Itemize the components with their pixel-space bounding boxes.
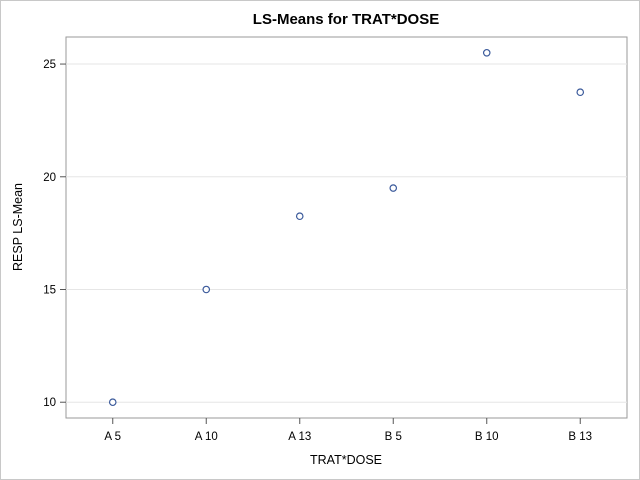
x-tick-label: B 5 bbox=[385, 431, 402, 443]
y-tick-label: 10 bbox=[43, 397, 56, 409]
x-tick-label: B 13 bbox=[568, 431, 592, 443]
x-tick-label: A 5 bbox=[104, 431, 121, 443]
plot-area bbox=[65, 36, 628, 419]
x-tick-label: B 10 bbox=[475, 431, 499, 443]
chart-title: LS-Means for TRAT*DOSE bbox=[253, 11, 439, 28]
y-tick-label: 15 bbox=[43, 284, 56, 296]
x-axis-label: TRAT*DOSE bbox=[310, 453, 382, 467]
data-point bbox=[202, 285, 211, 294]
x-axis: A 5 A 10 A 13 B 5 B 10 B 13 bbox=[104, 418, 592, 443]
data-point bbox=[576, 88, 585, 97]
y-axis: 10 15 20 25 bbox=[43, 59, 66, 409]
data-point bbox=[389, 184, 398, 192]
y-tick-label: 25 bbox=[43, 59, 56, 71]
x-tick-label: A 13 bbox=[288, 431, 311, 443]
data-point bbox=[482, 48, 491, 57]
data-point bbox=[295, 212, 304, 221]
data-points bbox=[108, 48, 585, 407]
x-tick-label: A 10 bbox=[195, 431, 218, 443]
y-axis-label: RESP LS-Mean bbox=[11, 183, 25, 271]
gridlines bbox=[66, 63, 627, 403]
data-point bbox=[108, 398, 117, 407]
y-tick-label: 20 bbox=[43, 172, 56, 184]
